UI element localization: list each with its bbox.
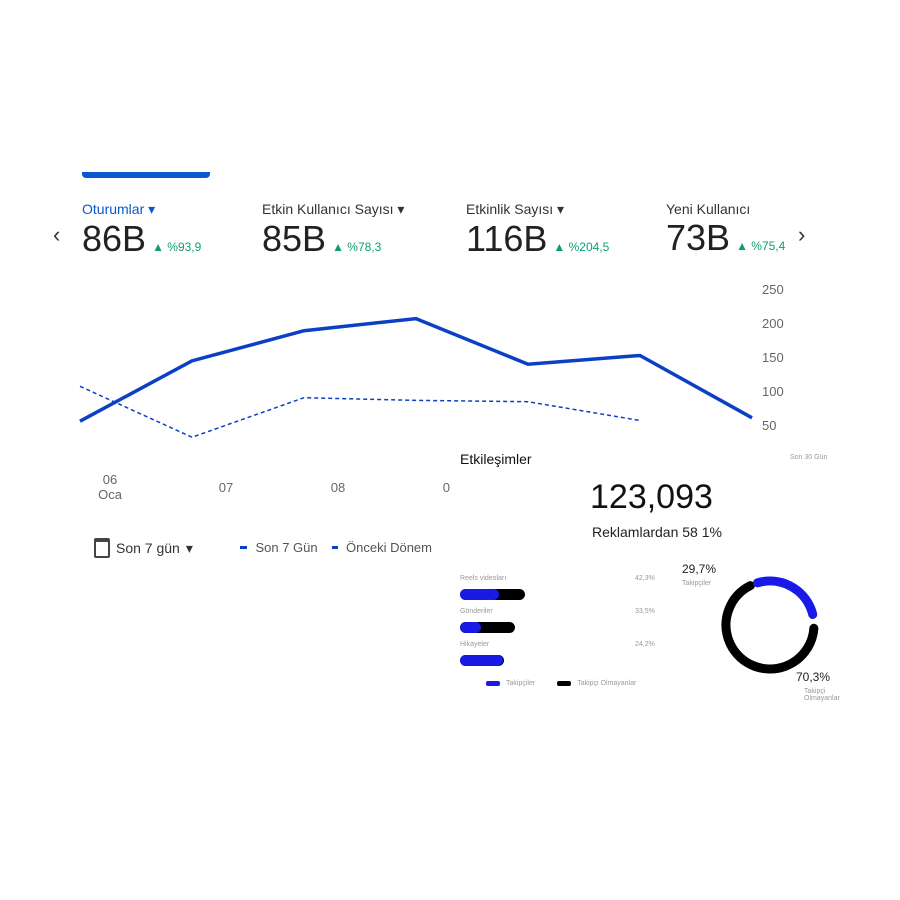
x-tick-text: 08	[330, 480, 346, 495]
y-tick-label: 50	[762, 418, 777, 433]
date-range-selector[interactable]: Son 7 gün ▾	[94, 538, 193, 558]
x-tick-label: 08	[318, 480, 358, 495]
metric-new-users[interactable]: Yeni Kullanıcı 73B ▲ %75,4	[666, 201, 786, 258]
legend-dashed-swatch	[331, 546, 339, 549]
metric-change: %204,5	[568, 240, 610, 254]
metric-sessions[interactable]: Oturumlar ▾ 86B ▲ %93,9	[82, 201, 202, 259]
metric-events[interactable]: Etkinlik Sayısı ▾ 116B ▲ %204,5	[466, 201, 610, 259]
metric-value: 85B	[262, 218, 327, 259]
bar-followers-segment	[460, 622, 481, 633]
bar-pct: 24,2%	[635, 641, 655, 648]
y-tick-label: 250	[762, 282, 784, 297]
metric-label: Oturumlar	[82, 201, 145, 217]
stacked-bar	[460, 589, 525, 600]
x-tick-label: 06 Oca	[90, 472, 130, 502]
period-selector[interactable]: Son 30 Gün	[790, 454, 828, 461]
bar-followers-segment	[460, 655, 503, 666]
metric-value: 86B	[82, 218, 147, 259]
panel-title: Etkileşimler	[460, 451, 532, 467]
metric-label: Yeni Kullanıcı	[666, 201, 751, 217]
donut-chart	[721, 576, 819, 674]
bar-legend: Takipçiler Takipçi Olmayanlar	[486, 680, 636, 687]
followers-pct: 29,7%	[682, 562, 717, 576]
interactions-panel: Etkileşimler Son 30 Gün 123,093 Reklamla…	[450, 440, 850, 710]
metric-active-users[interactable]: Etkin Kullanıcı Sayısı ▾ 85B ▲ %78,3	[262, 201, 405, 259]
x-tick-text: Oca	[98, 487, 122, 502]
legend-label: Önceki Dönem	[346, 540, 432, 555]
bar-label: Hikayeler	[460, 641, 490, 648]
chart-legend: Son 7 Gün Önceki Dönem	[240, 540, 432, 555]
stacked-bar	[460, 622, 515, 633]
x-tick-label: 07	[206, 480, 246, 495]
bar-pct: 33,5%	[635, 608, 655, 615]
bar-followers-segment	[460, 589, 499, 600]
legend-label: Takipçi Olmayanlar	[577, 680, 637, 687]
metric-value: 116B	[466, 218, 548, 259]
bar-pct: 42,3%	[635, 575, 655, 582]
legend-label: Takipçiler	[506, 680, 536, 687]
bar-label: Gönderiler	[460, 608, 493, 615]
metric-change: %78,3	[347, 240, 382, 254]
legend-solid-swatch	[240, 546, 248, 549]
donut-followers-segment	[721, 576, 819, 674]
x-tick-text: 07	[218, 480, 234, 495]
donut-nonfollowers-segment	[721, 576, 819, 674]
metric-change: %93,9	[167, 240, 202, 254]
nonfollowers-pct: 70,3%	[796, 670, 831, 684]
nonfollowers-label: Takipçi Olmayanlar	[804, 688, 840, 702]
y-tick-label: 150	[762, 350, 784, 365]
date-range-label: Son 7 gün	[116, 540, 180, 556]
bar-label: Reels videoları	[460, 575, 507, 582]
next-arrow-icon[interactable]: ›	[798, 222, 806, 247]
stacked-bar	[460, 655, 504, 666]
metric-value: 73B	[666, 217, 731, 258]
total-value: 123,093	[590, 478, 713, 516]
subtitle: Reklamlardan 58 1%	[592, 524, 722, 540]
calendar-icon	[94, 538, 110, 558]
metric-change: %75,4	[751, 239, 786, 253]
prev-arrow-icon[interactable]: ‹	[53, 222, 61, 247]
metric-label: Etkinlik Sayısı	[466, 201, 554, 217]
legend-label: Son 7 Gün	[255, 540, 318, 555]
y-tick-label: 200	[762, 316, 784, 331]
y-tick-label: 100	[762, 384, 784, 399]
series-current-line	[79, 316, 753, 423]
x-tick-text: 06	[102, 472, 118, 487]
metric-label: Etkin Kullanıcı Sayısı	[262, 201, 394, 217]
series-previous-line	[79, 385, 641, 439]
followers-label: Takipçiler	[682, 580, 712, 587]
active-tab-indicator	[82, 172, 210, 178]
